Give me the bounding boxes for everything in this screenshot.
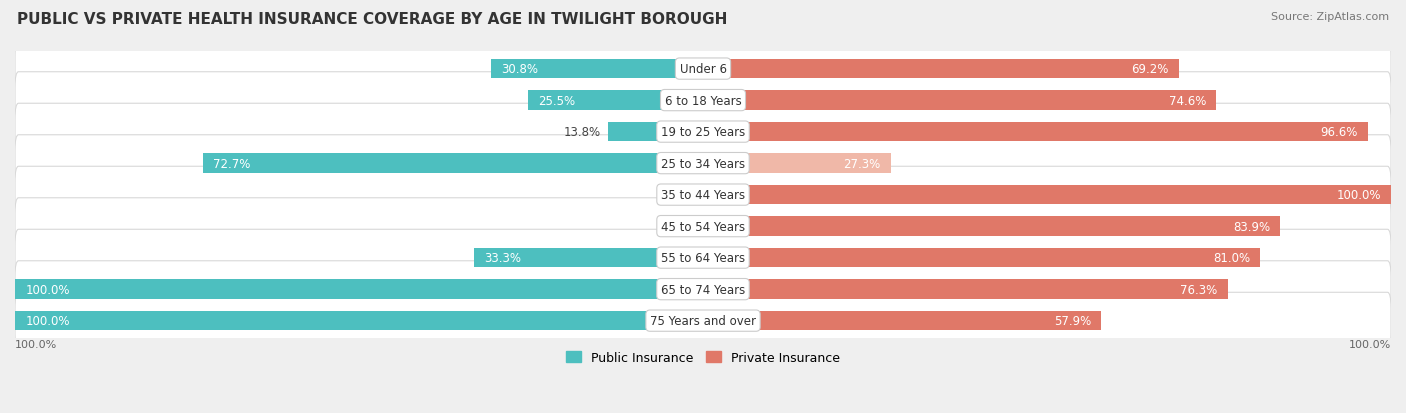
FancyBboxPatch shape bbox=[15, 230, 1391, 286]
Text: 100.0%: 100.0% bbox=[25, 283, 70, 296]
Bar bbox=[703, 59, 1180, 79]
Bar bbox=[527, 91, 703, 111]
Text: 83.9%: 83.9% bbox=[1233, 220, 1270, 233]
Bar bbox=[703, 311, 1101, 331]
Text: 27.3%: 27.3% bbox=[844, 157, 880, 170]
Legend: Public Insurance, Private Insurance: Public Insurance, Private Insurance bbox=[561, 346, 845, 369]
Bar bbox=[491, 59, 703, 79]
Text: PUBLIC VS PRIVATE HEALTH INSURANCE COVERAGE BY AGE IN TWILIGHT BOROUGH: PUBLIC VS PRIVATE HEALTH INSURANCE COVER… bbox=[17, 12, 727, 27]
Text: 0.0%: 0.0% bbox=[666, 189, 696, 202]
Text: 25.5%: 25.5% bbox=[538, 94, 575, 107]
Text: 65 to 74 Years: 65 to 74 Years bbox=[661, 283, 745, 296]
Text: 69.2%: 69.2% bbox=[1132, 63, 1168, 76]
Bar bbox=[15, 311, 703, 331]
Bar bbox=[703, 280, 1227, 299]
Text: 72.7%: 72.7% bbox=[214, 157, 250, 170]
FancyBboxPatch shape bbox=[15, 261, 1391, 318]
Text: 25 to 34 Years: 25 to 34 Years bbox=[661, 157, 745, 170]
Text: 30.8%: 30.8% bbox=[502, 63, 538, 76]
Text: 75 Years and over: 75 Years and over bbox=[650, 314, 756, 328]
Bar bbox=[703, 123, 1368, 142]
FancyBboxPatch shape bbox=[15, 41, 1391, 98]
Bar bbox=[703, 217, 1281, 236]
Bar bbox=[703, 248, 1260, 268]
Text: 100.0%: 100.0% bbox=[1336, 189, 1381, 202]
Text: 100.0%: 100.0% bbox=[15, 339, 58, 349]
Text: 57.9%: 57.9% bbox=[1053, 314, 1091, 328]
Bar bbox=[607, 123, 703, 142]
Bar bbox=[703, 154, 891, 173]
Text: 0.0%: 0.0% bbox=[666, 220, 696, 233]
Text: 13.8%: 13.8% bbox=[564, 126, 602, 139]
Text: 76.3%: 76.3% bbox=[1181, 283, 1218, 296]
Text: 19 to 25 Years: 19 to 25 Years bbox=[661, 126, 745, 139]
Text: 100.0%: 100.0% bbox=[1348, 339, 1391, 349]
Text: 35 to 44 Years: 35 to 44 Years bbox=[661, 189, 745, 202]
Text: Source: ZipAtlas.com: Source: ZipAtlas.com bbox=[1271, 12, 1389, 22]
Bar bbox=[703, 91, 1216, 111]
Text: Under 6: Under 6 bbox=[679, 63, 727, 76]
FancyBboxPatch shape bbox=[15, 104, 1391, 161]
FancyBboxPatch shape bbox=[15, 198, 1391, 255]
Text: 81.0%: 81.0% bbox=[1213, 252, 1250, 264]
Bar bbox=[15, 280, 703, 299]
Text: 45 to 54 Years: 45 to 54 Years bbox=[661, 220, 745, 233]
Text: 100.0%: 100.0% bbox=[25, 314, 70, 328]
Bar bbox=[703, 185, 1391, 205]
FancyBboxPatch shape bbox=[15, 135, 1391, 192]
Text: 55 to 64 Years: 55 to 64 Years bbox=[661, 252, 745, 264]
Text: 96.6%: 96.6% bbox=[1320, 126, 1357, 139]
FancyBboxPatch shape bbox=[15, 73, 1391, 129]
Text: 74.6%: 74.6% bbox=[1168, 94, 1206, 107]
Bar bbox=[474, 248, 703, 268]
Bar bbox=[202, 154, 703, 173]
Text: 6 to 18 Years: 6 to 18 Years bbox=[665, 94, 741, 107]
Text: 33.3%: 33.3% bbox=[484, 252, 522, 264]
FancyBboxPatch shape bbox=[15, 167, 1391, 223]
FancyBboxPatch shape bbox=[15, 292, 1391, 349]
